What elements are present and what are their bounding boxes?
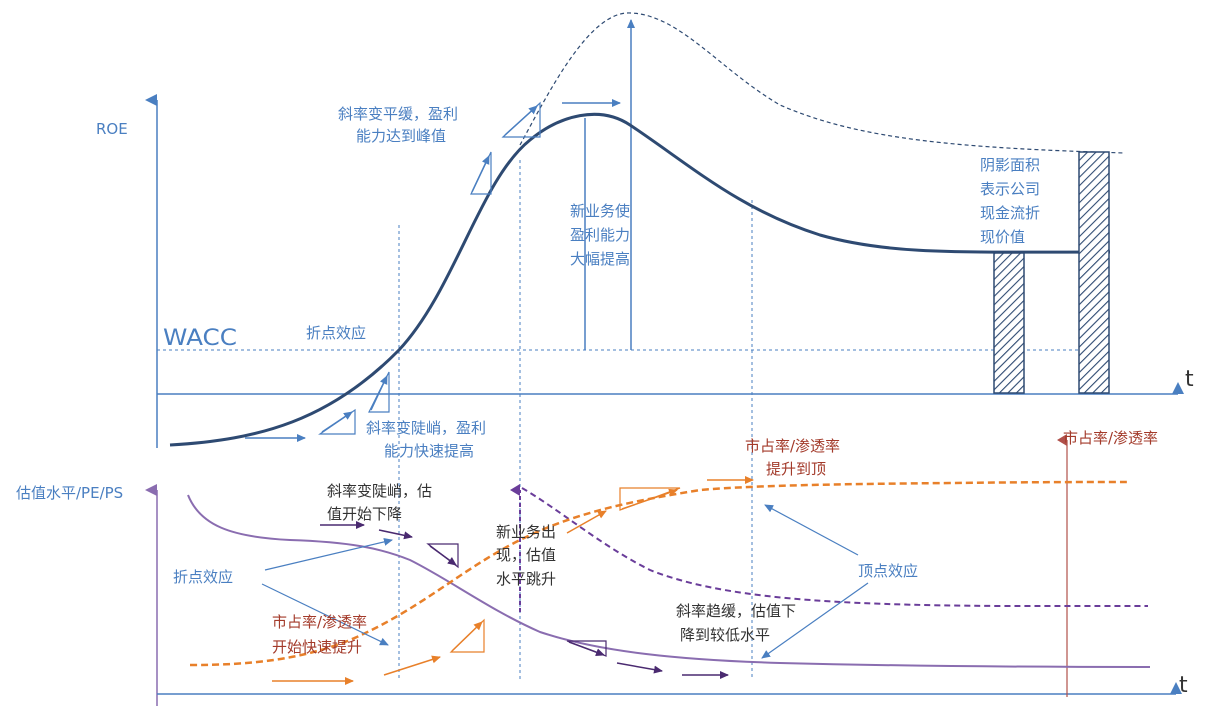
bottom-t-label: t (1179, 673, 1188, 698)
slope-steep-line1: 斜率变陡峭，盈利 (366, 419, 486, 437)
slope-triangle-1-arrow (321, 411, 353, 433)
shaded-area-line4: 现价值 (980, 228, 1025, 246)
new-business-line2: 盈利能力 (570, 226, 630, 244)
slope-flat-valuation-line2: 降到较低水平 (680, 626, 770, 644)
peak-effect-label: 顶点效应 (858, 562, 918, 580)
valuation-axis-label: 估值水平/PE/PS (16, 484, 123, 502)
inflection-effect-bottom: 折点效应 (173, 568, 233, 586)
slope-triangle-2-arrow (370, 375, 388, 411)
roe-label: ROE (96, 120, 128, 138)
top-t-label: t (1185, 367, 1194, 392)
share-fast-rise-line1: 市占率/渗透率 (272, 613, 367, 631)
valuation-triangle-1-arrow (429, 545, 457, 566)
share-arrow-2 (383, 655, 441, 676)
new-business-jump-line3: 水平跳升 (496, 570, 556, 588)
valuation-arrow-2 (378, 529, 413, 540)
share-top-line2: 提升到顶 (766, 460, 826, 478)
slope-steep-line2: 能力快速提高 (384, 442, 474, 460)
slope-flat-valuation-line1: 斜率趋缓，估值下 (676, 602, 796, 620)
slope-triangle-4-arrow (504, 105, 538, 136)
shaded-bar-1 (993, 252, 1025, 394)
share-fast-rise-line2: 开始快速提升 (272, 638, 362, 656)
valuation-arrow-3 (616, 662, 663, 674)
valuation-jump-curve (521, 487, 1148, 608)
pointer-peak-2 (761, 582, 869, 659)
share-arrow-3 (566, 510, 607, 534)
new-business-line3: 大幅提高 (570, 250, 630, 268)
new-business-jump-line1: 新业务出 (496, 523, 556, 541)
shaded-area-line2: 表示公司 (980, 180, 1040, 198)
pointer-peak-1 (764, 504, 859, 556)
slope-flatten-line1: 斜率变平缓，盈利 (338, 105, 458, 123)
shaded-bar-2 (1078, 151, 1110, 394)
slope-flatten-line2: 能力达到峰值 (356, 127, 446, 145)
pointer-inflection-1 (264, 537, 393, 571)
slope-steep-valuation-line2: 值开始下降 (327, 505, 402, 523)
share-triangle-1-arrow (451, 621, 483, 652)
market-share-curve (189, 480, 1129, 667)
valuation-triangle-2-arrow (568, 641, 605, 656)
share-triangle-2-arrow (621, 488, 678, 510)
roe-curve (169, 112, 1111, 447)
valuation-curve (187, 494, 1151, 668)
market-share-axis-label: 市占率/渗透率 (1063, 429, 1158, 447)
pointer-inflection-2 (261, 583, 389, 646)
wacc-label: WACC (163, 326, 237, 351)
new-business-jump-line2: 现，估值 (496, 546, 556, 564)
share-top-line1: 市占率/渗透率 (745, 437, 840, 455)
slope-triangle-3-arrow (471, 155, 490, 193)
inflection-effect-top: 折点效应 (306, 324, 366, 342)
shaded-area-line1: 阴影面积 (980, 156, 1040, 174)
roe-new-business-curve (519, 12, 1126, 154)
new-business-line1: 新业务使 (570, 202, 630, 220)
slope-steep-valuation-line1: 斜率变陡峭，估 (327, 482, 432, 500)
shaded-area-line3: 现金流折 (980, 204, 1040, 222)
